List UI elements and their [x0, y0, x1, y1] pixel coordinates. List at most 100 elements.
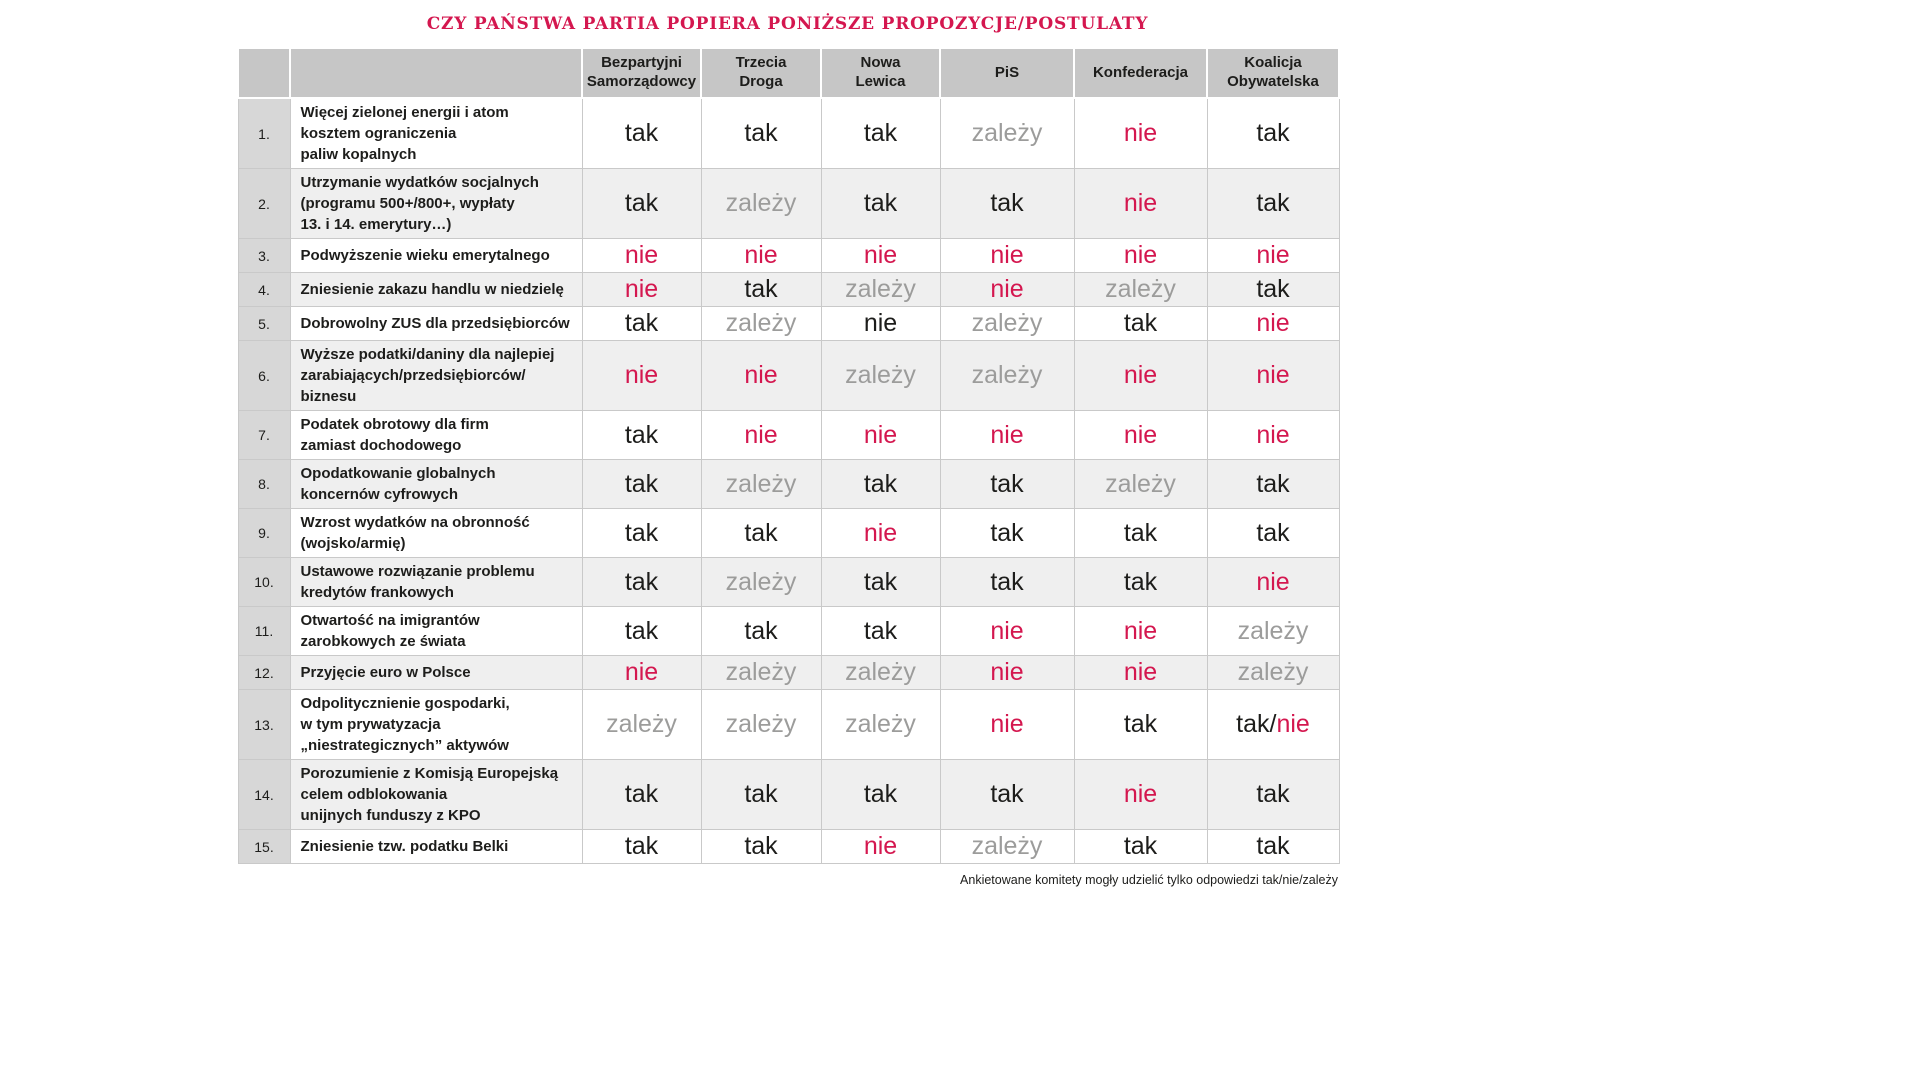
answer-cell: tak [700, 97, 822, 169]
answer-cell: tak [1206, 272, 1340, 307]
table-body: 1. Więcej zielonej energii i atom koszte… [237, 97, 1340, 864]
table-row: 12. Przyjęcie euro w Polsce nie zależy zal… [237, 655, 1340, 690]
answer-cell: tak [700, 759, 822, 830]
answer-cell: tak [700, 606, 822, 656]
row-number: 9. [237, 508, 291, 558]
table-row: 7. Podatek obrotowy dla firm zamiast doc… [237, 410, 1340, 460]
answer-text: nie [990, 710, 1024, 738]
answer-cell: zależy [820, 655, 941, 690]
answer-text: nie [863, 241, 898, 269]
header-party-koalicja-obywatelska: Koalicja Obywatelska [1206, 47, 1340, 99]
answer-cell: nie [1073, 410, 1208, 460]
answer-cell: tak [1073, 306, 1208, 341]
answer-text: nie [744, 361, 778, 389]
answer-text: zależy [725, 710, 797, 738]
answer-cell: zależy [939, 306, 1075, 341]
answer-text: tak [624, 616, 659, 645]
answer-cell: tak [939, 508, 1075, 558]
answer-text: nie [863, 309, 898, 337]
answer-text: zależy [725, 658, 797, 686]
proposal-text: Wzrost wydatków na obronność (wojsko/arm… [289, 508, 583, 558]
answer-text: tak [1236, 710, 1270, 738]
answer-cell: nie [700, 340, 822, 411]
answer-text: tak [1123, 518, 1158, 547]
answer-cell: nie [1073, 168, 1208, 239]
header-party-trzecia-droga: Trzecia Droga [700, 47, 822, 99]
row-number: 11. [237, 606, 291, 656]
answer-cell: zależy [700, 689, 822, 760]
answer-text: tak [624, 518, 659, 547]
answer-cell: nie [1073, 97, 1208, 169]
answer-separator: / [1269, 710, 1277, 738]
answer-cell: tak [820, 557, 941, 607]
answer-text: nie [1123, 119, 1158, 147]
proposal-text: Wyższe podatki/daniny dla najlepiej zara… [289, 340, 583, 411]
answer-text: tak [1256, 518, 1290, 547]
answer-text: nie [990, 241, 1024, 269]
answer-text: nie [1123, 361, 1158, 389]
answer-cell: tak/nie [1206, 689, 1340, 760]
header-empty-proposal [289, 47, 583, 99]
proposal-text: Więcej zielonej energii i atom kosztem o… [289, 97, 583, 169]
answer-text: zależy [845, 710, 916, 738]
answer-cell: tak [1206, 759, 1340, 830]
answer-text: zależy [725, 309, 797, 337]
answer-text: tak [863, 780, 898, 808]
proposal-text: Podwyższenie wieku emerytalnego [289, 238, 583, 273]
header-row: Bezpartyjni Samorządowcy Trzecia Droga N… [237, 47, 1340, 99]
answer-cell: tak [700, 272, 822, 307]
answer-cell: tak [820, 168, 941, 239]
answer-cell: tak [700, 829, 822, 864]
answer-cell: nie [1073, 340, 1208, 411]
answer-text: tak [863, 189, 898, 217]
answer-cell: tak [820, 606, 941, 656]
answer-text: nie [1123, 420, 1158, 449]
answer-cell: tak [581, 97, 702, 169]
table-row: 11. Otwartość na imigrantów zarobkowych … [237, 606, 1340, 656]
table-row: 9. Wzrost wydatków na obronność (wojsko/… [237, 508, 1340, 558]
answer-text: tak [1256, 119, 1290, 147]
answer-cell: nie [581, 272, 702, 307]
header-party-pis: PiS [939, 47, 1075, 99]
table-header: Bezpartyjni Samorządowcy Trzecia Droga N… [237, 47, 1340, 99]
answer-text: nie [1123, 241, 1158, 269]
answer-text: tak [990, 567, 1024, 596]
row-number: 1. [237, 97, 291, 169]
answer-text: tak [1123, 309, 1158, 337]
header-empty-number [237, 47, 291, 99]
answer-cell: nie [820, 410, 941, 460]
answer-text: tak [624, 832, 659, 860]
answer-text: tak [624, 469, 659, 498]
proposal-text: Zniesienie tzw. podatku Belki [289, 829, 583, 864]
answer-text: tak [990, 189, 1024, 217]
answer-text: tak [1256, 832, 1290, 860]
answer-text: nie [1256, 420, 1290, 449]
answer-text: tak [624, 567, 659, 596]
answer-text: nie [863, 832, 898, 860]
answer-cell: zależy [939, 97, 1075, 169]
answer-text: zależy [1105, 275, 1176, 303]
proposal-text: Ustawowe rozwiązanie problemu kredytów f… [289, 557, 583, 607]
answer-text: nie [624, 658, 659, 686]
table-row: 10. Ustawowe rozwiązanie problemu kredyt… [237, 557, 1340, 607]
answer-cell: zależy [939, 829, 1075, 864]
answer-text: zależy [845, 658, 916, 686]
answer-cell: tak [1073, 689, 1208, 760]
answer-cell: tak [1206, 829, 1340, 864]
answer-text: tak [990, 518, 1024, 547]
answer-cell: nie [820, 306, 941, 341]
proposal-text: Dobrowolny ZUS dla przedsiębiorców [289, 306, 583, 341]
answer-text: zależy [725, 567, 797, 596]
answer-text: nie [1123, 658, 1158, 686]
answer-cell: tak [1073, 557, 1208, 607]
answer-text: nie [1256, 241, 1290, 269]
answer-cell: nie [1206, 306, 1340, 341]
answer-text: tak [990, 469, 1024, 498]
answer-cell: nie [581, 238, 702, 273]
answer-cell: zależy [1206, 655, 1340, 690]
row-number: 3. [237, 238, 291, 273]
answer-text: zależy [971, 309, 1043, 337]
answer-cell: tak [939, 557, 1075, 607]
answer-text: zależy [1237, 658, 1309, 686]
row-number: 4. [237, 272, 291, 307]
